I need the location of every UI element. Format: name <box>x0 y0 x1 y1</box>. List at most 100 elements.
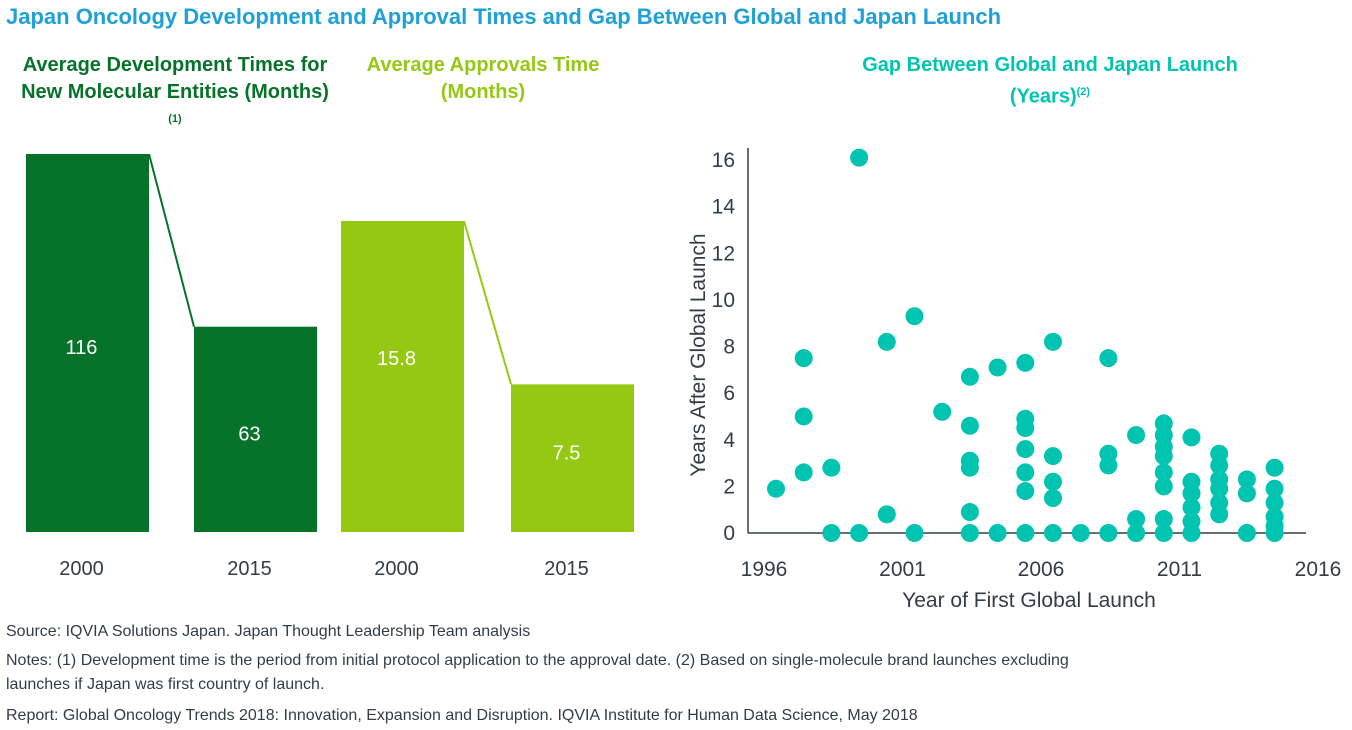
scatter-point <box>1154 510 1173 529</box>
bar-value-label: 15.8 <box>377 348 416 370</box>
category-label: 2015 <box>227 558 272 580</box>
scatter-point <box>960 524 979 542</box>
scatter-point <box>794 463 813 482</box>
category-label: 2000 <box>374 558 419 580</box>
y-tick-label: 6 <box>723 382 735 405</box>
x-tick-labels: 1996 2001 2006 2011 2016 <box>741 558 1342 581</box>
y-tick-label: 8 <box>723 336 735 359</box>
bar-value-label: 63 <box>238 423 260 445</box>
scatter-point <box>1016 463 1035 482</box>
dev-footnote-marker: (1) <box>168 113 182 125</box>
y-tick-label: 12 <box>712 242 735 265</box>
y-tick-label: 4 <box>723 429 735 452</box>
scatter-point <box>905 524 924 542</box>
connector-line <box>148 153 195 327</box>
notes-line1: Notes: (1) Development time is the perio… <box>6 652 1069 669</box>
bar-2000 <box>26 154 149 532</box>
category-label: 2015 <box>544 558 589 580</box>
bar-panel-1: 116 2000 63 2015 <box>26 153 317 580</box>
bar-2000 <box>341 221 464 532</box>
gap-panel-title: Gap Between Global and Japan Launch (Yea… <box>790 52 1310 111</box>
scatter-point <box>1265 493 1284 512</box>
connector-line <box>463 220 512 385</box>
scatter-point <box>1127 510 1146 529</box>
scatter-chart: 0 2 4 6 8 10 12 14 16 1996 2001 2006 2011 2016 Years… <box>687 148 1341 612</box>
scatter-point <box>988 524 1007 542</box>
scatter-point <box>1182 428 1201 447</box>
y-tick-label: 10 <box>712 289 735 312</box>
source-note: Source: IQVIA Solutions Japan. Japan Tho… <box>6 623 531 640</box>
scatter-point <box>877 505 896 524</box>
notes-line2: launches if Japan was first country of l… <box>6 676 325 693</box>
x-tick-label: 1996 <box>741 558 788 581</box>
scatter-point <box>1265 458 1284 477</box>
dev-title-text: Average Development Times for New Molecu… <box>21 54 329 103</box>
approval-title-line1: Average Approvals Time <box>366 54 600 76</box>
scatter-point <box>933 402 952 421</box>
scatter-point <box>1099 349 1118 368</box>
scatter-point <box>1237 470 1256 489</box>
bar-value-label: 116 <box>66 337 98 359</box>
bar-value-label: 7.5 <box>553 442 581 464</box>
scatter-point <box>1265 479 1284 498</box>
scatter-point <box>1182 484 1201 503</box>
y-tick-label: 14 <box>712 196 736 219</box>
scatter-point <box>1154 477 1173 496</box>
approval-title-line2: (Months) <box>440 81 526 103</box>
y-tick-label: 2 <box>723 475 735 498</box>
scatter-point <box>1044 472 1062 491</box>
gap-title-line2: (Years) <box>1009 85 1077 108</box>
scatter-point <box>960 367 979 386</box>
scatter-point <box>1154 463 1173 482</box>
scatter-point <box>960 416 979 435</box>
scatter-point <box>1044 447 1062 466</box>
report-note: Report: Global Oncology Trends 2018: Inn… <box>6 707 918 724</box>
scatter-point <box>794 407 813 426</box>
y-tick-labels: 0 2 4 6 8 10 12 14 16 <box>712 149 736 545</box>
scatter-point <box>1127 426 1146 445</box>
scatter-point <box>1016 353 1035 372</box>
scatter-point <box>1182 498 1201 517</box>
dev-panel-title: Average Development Times for New Molecu… <box>20 52 330 138</box>
scatter-point <box>1237 484 1256 503</box>
category-label: 2000 <box>59 558 104 580</box>
approval-panel-title: Average Approvals Time (Months) <box>330 52 636 106</box>
x-axis-title: Year of First Global Launch <box>902 589 1156 612</box>
scatter-point <box>850 148 869 167</box>
scatter-point <box>822 524 841 542</box>
scatter-point <box>988 358 1007 377</box>
scatter-point <box>794 349 813 368</box>
scatter-point <box>1154 447 1173 466</box>
bar-2015 <box>511 384 634 532</box>
x-tick-label: 2006 <box>1018 558 1065 581</box>
scatter-point <box>1210 456 1229 475</box>
scatter-point <box>1044 332 1062 351</box>
scatter-point <box>1099 456 1118 475</box>
scatter-point <box>960 458 979 477</box>
scatter-point <box>767 479 785 498</box>
scatter-point <box>1237 524 1256 542</box>
main-title: Japan Oncology Development and Approval … <box>6 4 1002 29</box>
x-tick-label: 2001 <box>879 558 926 581</box>
scatter-point <box>1071 524 1090 542</box>
y-tick-label: 16 <box>712 149 735 172</box>
scatter-point <box>1099 524 1118 542</box>
scatter-point <box>1016 482 1035 501</box>
bar-panel-2: 15.8 2000 7.5 2015 <box>341 220 634 580</box>
scatter-point <box>1210 479 1229 498</box>
gap-title-line1: Gap Between Global and Japan Launch <box>862 54 1238 76</box>
scatter-point <box>877 332 896 351</box>
x-tick-label: 2016 <box>1295 558 1342 581</box>
scatter-point <box>1154 524 1173 542</box>
gap-footnote-marker: (2) <box>1076 86 1091 98</box>
scatter-point <box>905 307 924 326</box>
y-axis-title: Years After Global Launch <box>687 233 710 476</box>
bar-2015 <box>194 326 317 532</box>
scatter-point <box>1182 524 1201 542</box>
notes: Notes: (1) Development time is the perio… <box>6 649 1069 697</box>
bar-charts: 116 2000 63 2015 15.8 2000 7.5 2015 <box>26 153 634 580</box>
scatter-point <box>1016 440 1035 459</box>
scatter-point <box>850 524 869 542</box>
scatter-point <box>1044 524 1062 542</box>
